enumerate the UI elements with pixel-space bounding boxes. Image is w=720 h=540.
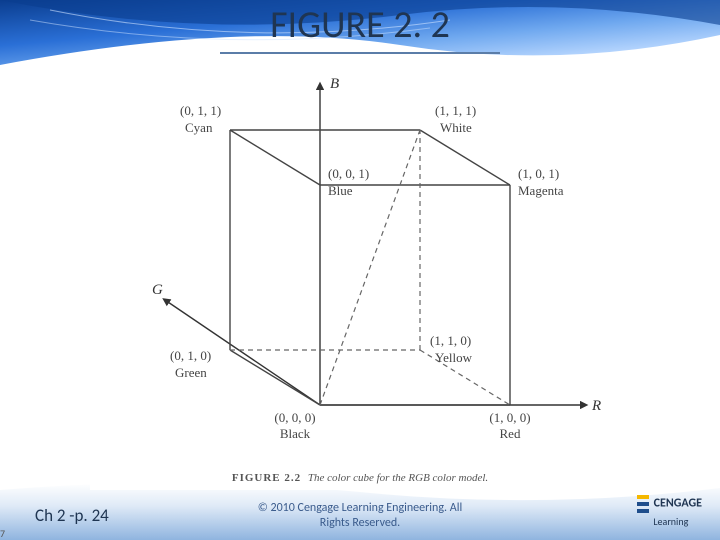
blue-label: Blue [328,183,353,198]
magenta-coord: (1, 0, 1) [518,166,559,181]
figure-caption: FIGURE 2.2 The color cube for the RGB co… [90,472,630,484]
copyright-line1: © 2010 Cengage Learning Engineering. All [0,501,720,515]
green-coord: (0, 1, 0) [170,348,211,363]
title-underline [220,52,500,54]
red-coord: (1, 0, 0) [489,410,530,425]
figure-caption-text: The color cube for the RGB color model. [308,472,488,484]
logo-sub: Learning [653,515,688,528]
rgb-cube-diagram: B G R (0, 1, 1) Cyan (1, 1, 1) White (0,… [90,70,630,470]
axis-g-label: G [152,282,163,298]
axis-r-label: R [591,398,601,414]
cengage-logo: CENGAGE Learning [635,493,702,528]
black-label: Black [280,426,311,441]
slide-title: FIGURE 2. 2 [270,2,450,52]
yellow-coord: (1, 1, 0) [430,333,471,348]
logo-icon [635,493,651,515]
white-label: White [440,120,472,135]
logo-brand: CENGAGE [654,496,702,510]
copyright-block: © 2010 Cengage Learning Engineering. All… [0,501,720,530]
white-coord: (1, 1, 1) [435,103,476,118]
copyright-line2: Rights Reserved. [0,516,720,530]
blue-coord: (0, 0, 1) [328,166,369,181]
green-label: Green [175,365,207,380]
slide-corner-number: 7 [0,527,5,540]
figure-caption-num: FIGURE 2.2 [232,472,301,484]
cyan-label: Cyan [185,120,213,135]
figure-container: B G R (0, 1, 1) Cyan (1, 1, 1) White (0,… [90,70,630,490]
magenta-label: Magenta [518,183,564,198]
cyan-coord: (0, 1, 1) [180,103,221,118]
yellow-label: Yellow [435,350,473,365]
slide-title-block: FIGURE 2. 2 [0,2,720,54]
red-label: Red [500,426,521,441]
black-coord: (0, 0, 0) [274,410,315,425]
axis-b-label: B [330,76,339,92]
